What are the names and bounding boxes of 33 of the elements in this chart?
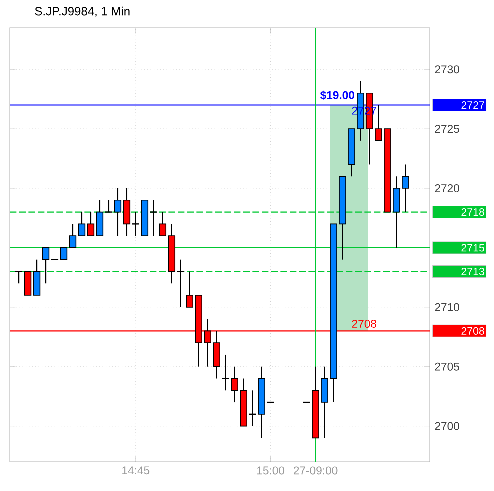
- candlestick: [132, 212, 140, 237]
- x-tick-label: 15:00: [257, 466, 285, 475]
- candlestick: [33, 259, 41, 296]
- ref-line-label: 2727: [462, 102, 484, 109]
- candlestick: [114, 188, 122, 237]
- candlestick: [24, 271, 32, 296]
- annotation: 2727: [352, 106, 376, 115]
- y-tick-label: 2710: [435, 303, 460, 312]
- y-tick-label: 2720: [435, 184, 460, 193]
- y-tick-label: 2730: [435, 66, 460, 74]
- ref-line-label: 2713: [462, 268, 484, 276]
- candlestick: [69, 224, 77, 249]
- candlestick: [104, 200, 114, 213]
- y-tick-label: 2725: [435, 125, 460, 134]
- candlestick: [96, 200, 104, 237]
- x-tick-label: 14:45: [122, 466, 150, 475]
- candlestick: [150, 200, 158, 237]
- ref-line-label: 2715: [462, 244, 484, 252]
- candlestick: [176, 259, 186, 308]
- ref-line-label: 2708: [462, 327, 484, 335]
- candlestick: [42, 247, 50, 284]
- chart-title: S.JP.J9984, 1 Min: [35, 6, 130, 18]
- candlestick: [60, 248, 68, 260]
- annotation: 2708: [352, 320, 377, 328]
- y-tick-label: 2705: [435, 362, 460, 371]
- candlestick: [78, 212, 86, 237]
- y-tick-label: 2700: [435, 422, 460, 430]
- candlestick: [87, 212, 95, 237]
- annotation: $19.00: [320, 90, 354, 100]
- candlestick: [123, 188, 131, 237]
- ref-line-label: 2718: [462, 208, 484, 216]
- candlestick: [14, 271, 24, 284]
- x-tick-label: 27-09:00: [294, 466, 338, 475]
